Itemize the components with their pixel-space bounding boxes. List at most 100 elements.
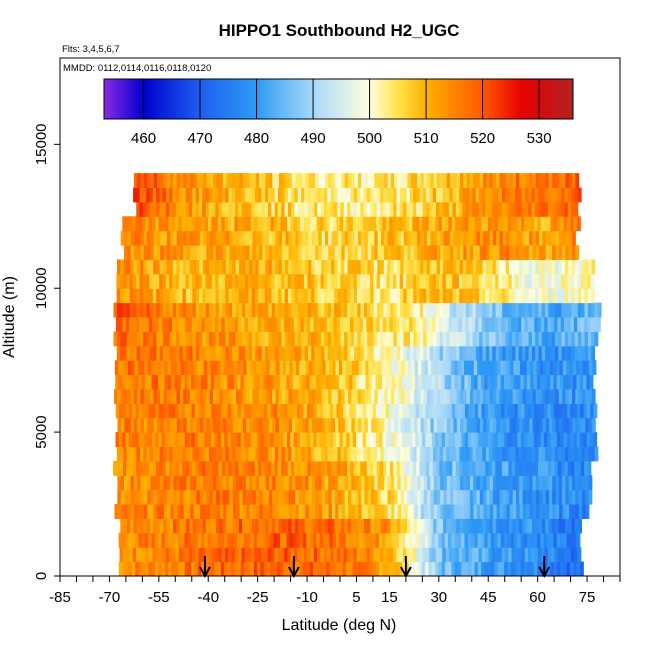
heatmap-cell bbox=[379, 432, 384, 447]
heatmap-cell bbox=[149, 187, 154, 203]
heatmap-cell bbox=[369, 403, 374, 419]
heatmap-cell bbox=[334, 331, 339, 347]
heatmap-cell bbox=[170, 173, 175, 188]
heatmap-cell bbox=[432, 460, 437, 476]
heatmap-cell bbox=[400, 489, 405, 505]
heatmap-cell bbox=[133, 288, 137, 304]
heatmap-cell bbox=[485, 547, 490, 563]
heatmap-cell bbox=[492, 518, 497, 534]
heatmap-cell bbox=[461, 216, 466, 232]
heatmap-cell bbox=[514, 403, 519, 419]
heatmap-cell bbox=[291, 446, 296, 462]
heatmap-cell bbox=[299, 532, 304, 548]
heatmap-cell bbox=[321, 230, 326, 246]
heatmap-cell bbox=[205, 302, 210, 318]
heatmap-cell bbox=[520, 403, 525, 419]
heatmap-cell bbox=[291, 388, 296, 404]
heatmap-cell bbox=[172, 331, 177, 347]
heatmap-cell bbox=[363, 288, 368, 304]
heatmap-cell bbox=[401, 374, 406, 390]
heatmap-cell bbox=[483, 173, 487, 188]
heatmap-cell bbox=[532, 388, 537, 404]
heatmap-cell bbox=[178, 403, 183, 419]
heatmap-cell bbox=[499, 504, 504, 519]
heatmap-cell bbox=[393, 518, 398, 534]
heatmap-cell bbox=[232, 518, 237, 534]
heatmap-cell bbox=[445, 547, 450, 563]
heatmap-cell bbox=[359, 532, 363, 548]
heatmap-cell bbox=[469, 230, 474, 246]
heatmap-cell bbox=[462, 187, 467, 203]
heatmap-cell bbox=[126, 273, 131, 289]
heatmap-cell bbox=[308, 230, 313, 246]
heatmap-cell bbox=[122, 317, 127, 332]
heatmap-cell bbox=[458, 317, 463, 332]
heatmap-cell bbox=[482, 273, 486, 289]
heatmap-cell bbox=[504, 216, 509, 232]
heatmap-cell bbox=[586, 374, 591, 390]
heatmap-cell bbox=[376, 547, 381, 563]
heatmap-cell bbox=[338, 360, 343, 376]
heatmap-cell bbox=[581, 417, 586, 433]
heatmap-cell bbox=[347, 345, 352, 361]
heatmap-cell bbox=[337, 460, 341, 476]
heatmap-cell bbox=[436, 201, 440, 217]
heatmap-cell bbox=[226, 173, 231, 188]
heatmap-cell bbox=[321, 504, 326, 519]
heatmap-cell bbox=[222, 331, 227, 347]
heatmap-cell bbox=[196, 245, 201, 260]
heatmap-cell bbox=[476, 504, 481, 519]
heatmap-cell bbox=[495, 446, 500, 462]
heatmap-cell bbox=[261, 187, 266, 203]
heatmap-cell bbox=[153, 259, 158, 275]
heatmap-cell bbox=[549, 417, 553, 433]
heatmap-cell bbox=[426, 331, 431, 347]
heatmap-cell bbox=[229, 417, 234, 433]
heatmap-cell bbox=[460, 173, 464, 188]
heatmap-cell bbox=[461, 317, 466, 332]
heatmap-cell bbox=[166, 173, 171, 188]
heatmap-cell bbox=[318, 230, 323, 246]
heatmap-cell bbox=[235, 489, 240, 505]
heatmap-cell bbox=[250, 532, 255, 548]
heatmap-cell bbox=[422, 403, 427, 419]
heatmap-cell bbox=[485, 345, 490, 361]
heatmap-cell bbox=[374, 417, 379, 433]
heatmap-cell bbox=[469, 518, 474, 534]
heatmap-cell bbox=[578, 504, 583, 519]
heatmap-cell bbox=[326, 532, 331, 548]
heatmap-cell bbox=[140, 245, 145, 260]
heatmap-cell bbox=[589, 432, 594, 447]
heatmap-cell bbox=[556, 360, 561, 376]
heatmap-cell bbox=[557, 317, 562, 332]
heatmap-cell bbox=[191, 374, 195, 390]
heatmap-cell bbox=[409, 288, 414, 304]
heatmap-cell bbox=[334, 345, 339, 361]
heatmap-cell bbox=[285, 475, 290, 491]
heatmap-cell bbox=[169, 331, 174, 347]
heatmap-cell bbox=[351, 388, 356, 404]
heatmap-cell bbox=[431, 432, 436, 447]
heatmap-cell bbox=[263, 432, 268, 447]
heatmap-cell bbox=[512, 345, 517, 361]
heatmap-cell bbox=[303, 432, 308, 447]
heatmap-cell bbox=[314, 446, 319, 462]
heatmap-cell bbox=[564, 201, 569, 217]
heatmap-cell bbox=[477, 532, 482, 548]
heatmap-cell bbox=[463, 475, 468, 491]
heatmap-cell bbox=[368, 360, 373, 376]
heatmap-cell bbox=[361, 360, 366, 376]
heatmap-cell bbox=[370, 302, 375, 318]
heatmap-cell bbox=[558, 245, 563, 260]
heatmap-cell bbox=[139, 187, 144, 203]
heatmap-cell bbox=[413, 173, 418, 188]
heatmap-cell bbox=[509, 489, 514, 505]
heatmap-cell bbox=[524, 273, 529, 289]
heatmap-cell bbox=[357, 417, 362, 433]
heatmap-cell bbox=[473, 417, 478, 433]
heatmap-cell bbox=[298, 345, 302, 361]
heatmap-cell bbox=[469, 446, 474, 462]
heatmap-cell bbox=[399, 273, 404, 289]
heatmap-cell bbox=[304, 288, 309, 304]
heatmap-cell bbox=[253, 374, 258, 390]
